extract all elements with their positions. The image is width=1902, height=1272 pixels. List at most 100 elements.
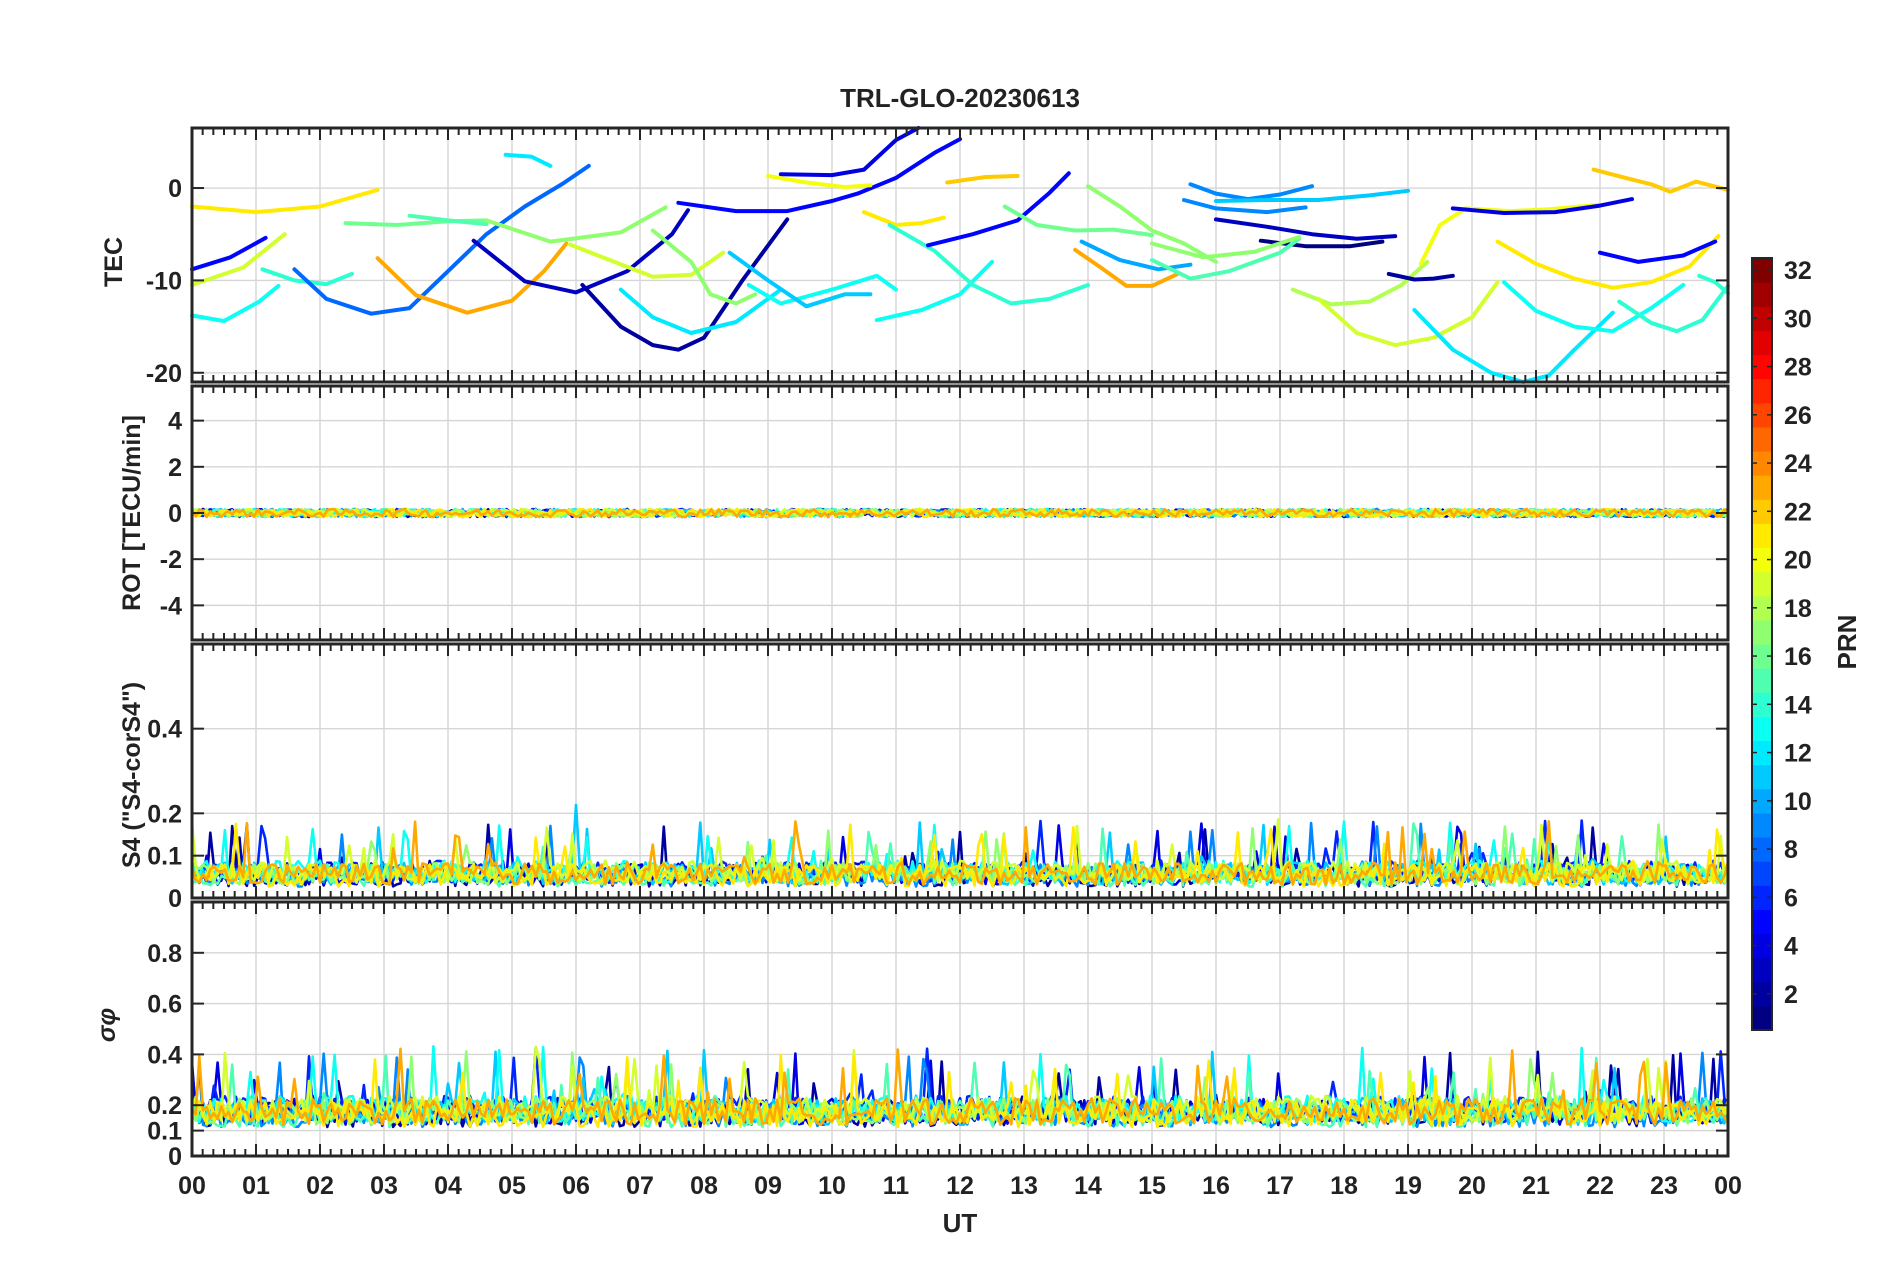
axes-rot: 4 2 0 -2 -4 (160, 384, 1730, 642)
colorbar-segment (1752, 426, 1772, 452)
tec-series-prn-21 (190, 187, 380, 215)
x-tick-label: 14 (1074, 1172, 1102, 1200)
colorbar-segment (1752, 692, 1772, 717)
x-tick-label: 17 (1266, 1172, 1294, 1200)
tec-series-prn-16 (1002, 204, 1154, 238)
grid-rot (191, 386, 1729, 640)
s4-series-prn-23 (190, 820, 1730, 886)
colorbar-tick-label: 8 (1784, 836, 1798, 864)
tec-series-prn-4 (778, 126, 921, 178)
x-tick-label: 00 (178, 1172, 206, 1200)
x-tick-label: 15 (1138, 1172, 1166, 1200)
data-rot (190, 507, 1730, 519)
colorbar-segment (1752, 1005, 1772, 1031)
colorbar-segment (1752, 981, 1772, 1007)
axes-sigma: 0.8 0.6 0.4 0.20.10 (147, 900, 1730, 1171)
colorbar-segment (1752, 402, 1772, 428)
colorbar-segment (1752, 306, 1772, 331)
tec-series-prn-10 (1079, 239, 1193, 272)
x-tick-label: 01 (242, 1172, 270, 1200)
colorbar-segment (1752, 595, 1772, 621)
sigma-series-prn-15 (190, 1054, 1729, 1129)
tec-series-prn-5 (190, 235, 268, 272)
colorbar-segment (1752, 282, 1772, 307)
tec-series-prn-20 (766, 174, 873, 190)
colorbar-segment (1752, 547, 1772, 573)
y-tick-label: -20 (146, 360, 182, 388)
y-tick-label: -4 (160, 592, 182, 620)
colorbar-tick-label: 30 (1784, 305, 1812, 333)
colorbar-segment (1752, 837, 1772, 862)
y-tick-label: 0 (168, 175, 182, 203)
ylabel-rot: ROT [TECU/min] (118, 415, 146, 611)
y-tick-label: 0.2 (147, 1092, 182, 1120)
tec-series-prn-9 (1182, 198, 1308, 215)
x-tick-label: 21 (1522, 1172, 1550, 1200)
colorbar-tick-label: 4 (1784, 933, 1798, 961)
tec-series-prn-21 (862, 210, 946, 227)
tec-series-prn-13 (1502, 280, 1686, 334)
colorbar-segment (1752, 668, 1772, 693)
colorbar-segment (1752, 885, 1772, 910)
tec-series-prn-5 (1598, 239, 1718, 264)
axes-s4: 0.4 0.2 0.1 0 (147, 642, 1730, 913)
colorbar-segment (1752, 716, 1772, 742)
tec-series-prn-17 (1150, 235, 1302, 260)
tec-series-prn-2 (580, 217, 790, 352)
tec-series-prn-23 (1073, 247, 1180, 288)
data-sigma (190, 1045, 1730, 1129)
colorbar-label: PRN (1832, 615, 1862, 670)
x-tick-label: 20 (1458, 1172, 1486, 1200)
data-tec (190, 126, 1730, 384)
y-tick-label: 0.6 (147, 991, 182, 1019)
sigma-series-prn-11 (190, 1048, 1730, 1126)
colorbar-tick-label: 18 (1784, 595, 1812, 623)
data-s4 (190, 803, 1730, 888)
x-tick-label: 19 (1394, 1172, 1422, 1200)
colorbar-segment (1752, 812, 1772, 838)
colorbar-segment (1752, 523, 1772, 549)
x-tick-label: 06 (562, 1172, 590, 1200)
x-tick-label: 00 (1714, 1172, 1742, 1200)
colorbar-segment (1752, 499, 1772, 524)
tec-series-prn-14 (1617, 283, 1730, 334)
tec-series-prn-19 (567, 242, 726, 279)
tec-series-prn-21 (1495, 234, 1721, 290)
colorbar-segment (1752, 764, 1772, 790)
y-tick-label: 0 (168, 1143, 182, 1171)
tec-series-prn-22 (1591, 167, 1730, 194)
colorbar-tick-label: 24 (1784, 450, 1812, 478)
colorbar-segment (1752, 571, 1772, 597)
colorbar-tick-label: 14 (1784, 691, 1812, 719)
colorbar-tick-label: 20 (1784, 547, 1812, 575)
colorbar-segment (1752, 740, 1772, 766)
colorbar-segment (1752, 258, 1772, 283)
x-tick-label: 08 (690, 1172, 718, 1200)
colorbar-segment (1752, 451, 1772, 476)
sigma-series-prn-21 (191, 1053, 1730, 1129)
x-tick-label: 13 (1010, 1172, 1038, 1200)
colorbar-segment (1752, 378, 1772, 404)
y-tick-label: 0.8 (147, 940, 182, 968)
ylabel-tec: TEC (100, 237, 128, 287)
tec-series-prn-19 (1316, 280, 1500, 348)
y-tick-label: 0 (168, 885, 182, 913)
colorbar-tick-label: 6 (1784, 884, 1798, 912)
tec-series-prn-14 (1697, 273, 1730, 296)
colorbar-tick-label: 2 (1784, 981, 1798, 1009)
tec-series-prn-3 (1214, 217, 1398, 241)
colorbar-frame (1751, 257, 1773, 1031)
tec-series-prn-17 (1086, 184, 1218, 264)
y-tick-label: 2 (168, 454, 182, 482)
colorbar-segment (1752, 619, 1772, 645)
tec-series-prn-5 (676, 137, 962, 214)
tec-series-prn-19 (190, 232, 287, 287)
x-tick-label: 10 (818, 1172, 846, 1200)
sigma-series-prn-23 (190, 1047, 1730, 1126)
panel-sigma: 0.8 0.6 0.4 0.20.10 σφ (93, 900, 1730, 1171)
x-tick-label: 16 (1202, 1172, 1230, 1200)
y-tick-label: 0 (168, 500, 182, 528)
tec-series-prn-12 (618, 287, 783, 335)
tec-series-prn-17 (484, 205, 668, 244)
